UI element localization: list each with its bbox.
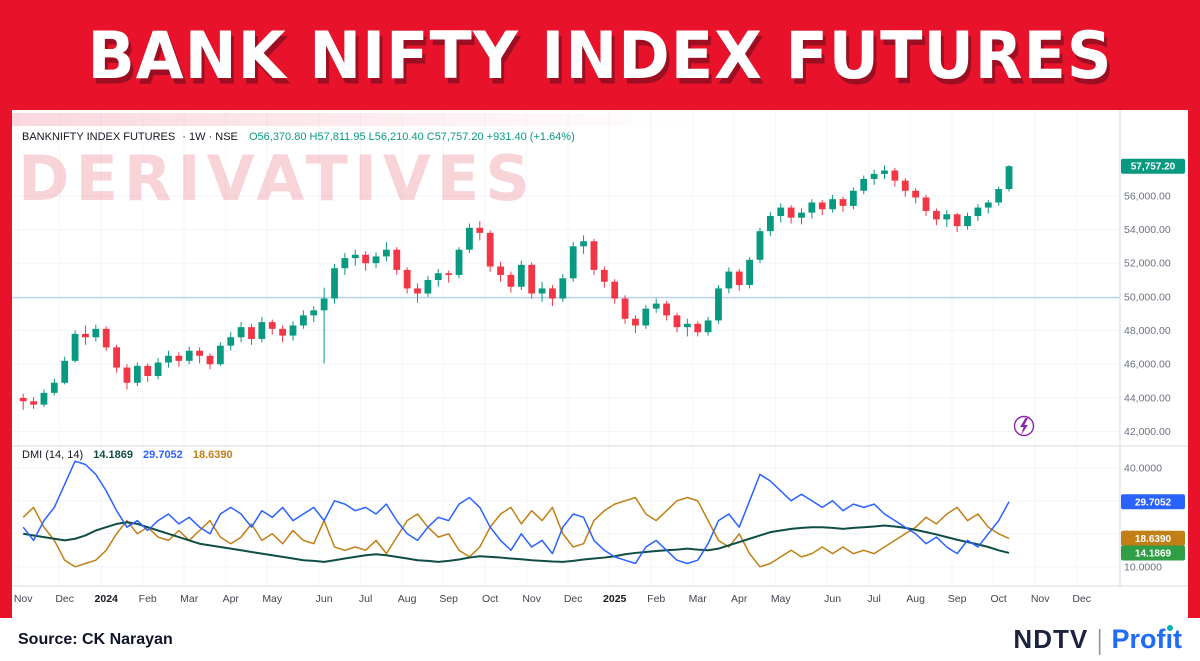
axis-badges: 57,757.20 29.7052 18.6390 14.1869 [1121,158,1185,561]
svg-text:Sep: Sep [439,593,458,605]
svg-text:Apr: Apr [731,593,748,605]
dmi-plus-di-value: 29.7052 [143,449,183,461]
svg-text:42,000.00: 42,000.00 [1124,426,1171,438]
compression-artifact-band [12,113,695,126]
dmi-adx-value: 14.1869 [93,449,133,461]
svg-text:Apr: Apr [223,593,240,605]
svg-text:44,000.00: 44,000.00 [1124,392,1171,404]
dmi-minus-di-value: 18.6390 [192,449,233,461]
svg-text:Nov: Nov [14,593,33,605]
ndtv-profit-logo: NDTV | Prof ı t [1013,624,1182,656]
svg-text:46,000.00: 46,000.00 [1124,359,1171,371]
svg-text:Oct: Oct [990,593,1006,605]
svg-text:Sep: Sep [948,593,967,605]
logo-separator: | [1097,623,1103,655]
svg-text:57,757.20: 57,757.20 [1131,162,1176,173]
svg-text:56,000.00: 56,000.00 [1124,190,1171,202]
svg-text:18.6390: 18.6390 [1135,534,1172,545]
svg-text:2025: 2025 [603,593,627,605]
svg-text:Mar: Mar [689,593,708,605]
page-title: BANK NIFTY INDEX FUTURES [87,16,1113,94]
svg-text:2024: 2024 [95,593,119,605]
dmi-lines [22,460,1010,568]
svg-text:Jul: Jul [359,593,372,605]
svg-text:52,000.00: 52,000.00 [1124,258,1171,270]
svg-text:Nov: Nov [522,593,541,605]
dmi-label: DMI (14, 14) [22,449,84,461]
svg-text:54,000.00: 54,000.00 [1124,224,1171,236]
svg-text:Feb: Feb [139,593,157,605]
svg-text:50,000.00: 50,000.00 [1124,291,1171,303]
profit-i-dot [1166,625,1173,631]
candlestick-chart: 56,000.00 54,000.00 52,000.00 50,000.00 48,0… [12,110,1188,605]
ndtv-wordmark: NDTV [1013,624,1089,654]
profit-wordmark: Prof ı t [1111,624,1182,654]
grid-lines [12,110,1120,586]
svg-text:May: May [771,593,792,605]
title-banner: BANK NIFTY INDEX FUTURES [0,0,1200,110]
svg-text:Feb: Feb [647,593,665,605]
svg-text:29.7052: 29.7052 [1135,497,1172,508]
price-axis-labels: 56,000.00 54,000.00 52,000.00 50,000.00 48,0… [1124,190,1171,438]
svg-text:14.1869: 14.1869 [1135,548,1172,559]
svg-text:Jun: Jun [316,593,333,605]
svg-text:Jul: Jul [867,593,880,605]
svg-text:10.0000: 10.0000 [1124,561,1162,573]
footer-strip: Source: CK Narayan NDTV | Prof ı t [0,618,1200,661]
ohlc-readout: O56,370.80 H57,811.95 L56,210.40 C57,757… [248,131,575,143]
svg-text:Dec: Dec [1072,593,1091,605]
lightning-icon [1013,415,1035,437]
svg-text:Dec: Dec [55,593,74,605]
svg-text:Aug: Aug [906,593,925,605]
svg-text:40.0000: 40.0000 [1124,462,1162,474]
chart-panel: DERIVATIVES BANKNIFTY INDEX FUTURES · 1W… [12,110,1188,618]
dmi-legend: DMI (14, 14) 14.1869 29.7052 18.6390 [22,449,240,461]
svg-text:Jun: Jun [824,593,841,605]
pane-separators [12,110,1188,587]
symbol-interval-exchange: · 1W · NSE [182,131,238,143]
svg-text:May: May [262,593,283,605]
svg-text:Dec: Dec [564,593,583,605]
source-credit: Source: CK Narayan [18,630,173,648]
svg-text:Mar: Mar [180,593,199,605]
candles [19,165,1013,410]
svg-text:Aug: Aug [398,593,417,605]
time-axis-labels: Nov Dec 2024 Feb Mar Apr May Jun Jul Aug Sep Oct Nov… [14,593,1091,605]
svg-text:Nov: Nov [1031,593,1050,605]
symbol-legend: BANKNIFTY INDEX FUTURES · 1W · NSE O56,3… [22,131,575,143]
svg-text:48,000.00: 48,000.00 [1124,325,1171,337]
symbol-name: BANKNIFTY INDEX FUTURES [22,131,176,143]
svg-text:Oct: Oct [482,593,498,605]
